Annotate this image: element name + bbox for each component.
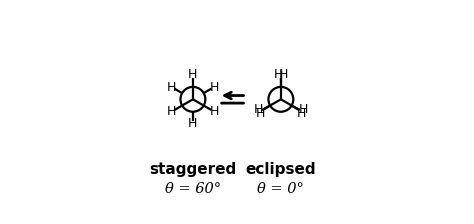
Text: θ = 0°: θ = 0°: [257, 182, 304, 196]
Text: H: H: [299, 103, 308, 116]
Text: H: H: [296, 107, 306, 120]
Text: staggered: staggered: [149, 162, 237, 177]
Text: H: H: [167, 105, 176, 118]
Text: H: H: [256, 107, 265, 120]
Text: H: H: [167, 81, 176, 94]
Text: θ = 60°: θ = 60°: [165, 182, 221, 196]
Text: H: H: [188, 68, 198, 81]
Text: H: H: [210, 81, 219, 94]
Text: H: H: [274, 68, 283, 81]
Text: H: H: [254, 103, 264, 116]
Text: H: H: [210, 105, 219, 118]
Text: H: H: [278, 68, 288, 81]
Text: H: H: [188, 117, 198, 130]
Text: eclipsed: eclipsed: [246, 162, 316, 177]
